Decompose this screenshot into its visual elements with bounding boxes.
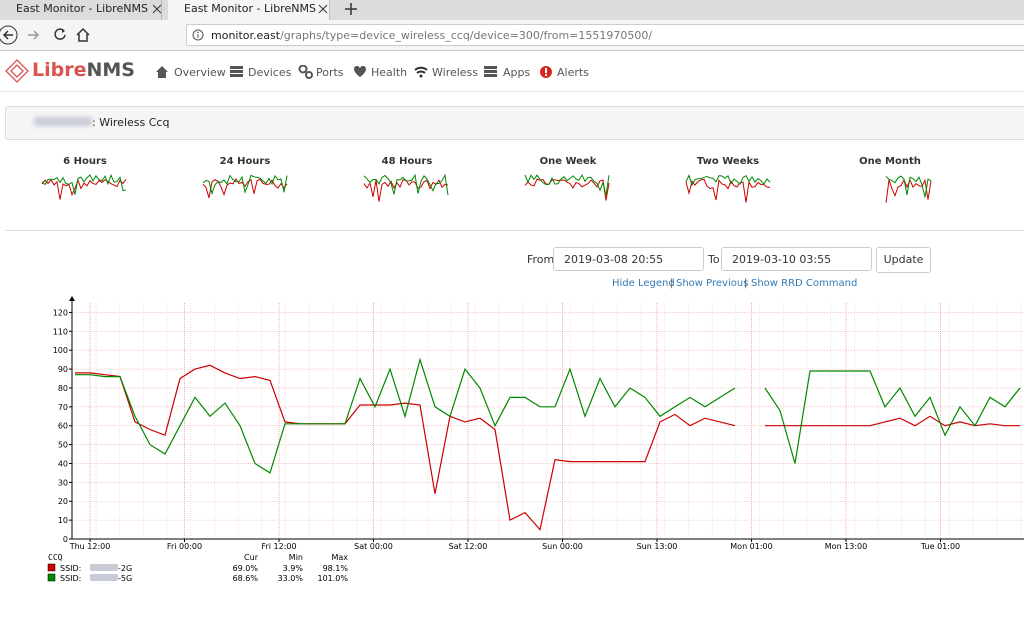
thumbnail-line xyxy=(203,179,287,198)
link[interactable]: Hide Legend xyxy=(612,278,675,289)
to-input[interactable]: 2019-03-10 03:55 xyxy=(721,247,872,271)
legend-stat: 3.9% xyxy=(283,564,304,573)
thumbnail-line xyxy=(886,176,931,197)
brand-right: NMS xyxy=(86,59,135,81)
link[interactable]: Show RRD Command xyxy=(751,278,857,289)
legend-column: Min xyxy=(289,553,303,562)
legend-column: Max xyxy=(331,553,348,562)
x-tick-label: Fri 00:00 xyxy=(167,542,202,551)
y-tick-label: 110 xyxy=(53,327,68,336)
nav-buttons[interactable] xyxy=(0,24,100,46)
y-tick-label: 30 xyxy=(58,478,68,487)
period-label[interactable]: One Month xyxy=(830,156,950,167)
legend-column: Cur xyxy=(244,553,259,562)
tab-close[interactable] xyxy=(318,4,328,14)
nav-item[interactable]: Ports xyxy=(316,66,344,79)
legend-stat: 33.0% xyxy=(278,574,304,583)
url-host: monitor.east xyxy=(211,29,280,42)
y-tick-label: 0 xyxy=(63,535,68,544)
x-tick-label: Sat 00:00 xyxy=(354,542,393,551)
update-button[interactable]: Update xyxy=(876,247,931,273)
thumbnails xyxy=(0,168,1024,212)
nav-item[interactable]: Health xyxy=(371,66,407,79)
x-tick-label: Thu 12:00 xyxy=(69,542,111,551)
brand-left: Libre xyxy=(32,59,86,81)
legend-suffix: -5G xyxy=(118,574,132,583)
y-tick-label: 50 xyxy=(58,441,68,450)
url-path: /graphs/type=device_wireless_ccq/device=… xyxy=(280,29,652,42)
y-tick-label: 120 xyxy=(53,308,68,317)
y-tick-label: 60 xyxy=(58,422,68,431)
legend-stat: 98.1% xyxy=(323,564,349,573)
legend-swatch xyxy=(48,564,55,571)
period-label[interactable]: One Week xyxy=(508,156,628,167)
nav-item[interactable]: Devices xyxy=(248,66,291,79)
nav-item[interactable]: Overview xyxy=(174,66,226,79)
y-tick-label: 20 xyxy=(58,497,68,506)
ccq-graph: 0 10 20 30 40 50 60 70 80 90 100 110 120 Thu 12:00 Fri… xyxy=(0,295,1024,595)
panel-title: : Wireless Ccq xyxy=(92,116,169,129)
x-tick-label: Sat 12:00 xyxy=(449,542,488,551)
tab[interactable]: East Monitor - LibreNMS xyxy=(0,0,162,20)
y-tick-label: 80 xyxy=(58,384,68,393)
link[interactable]: Show Previous xyxy=(676,278,748,289)
legend-suffix: -2G xyxy=(118,564,132,573)
x-tick-label: Mon 13:00 xyxy=(825,542,867,551)
legend-stat: 69.0% xyxy=(233,564,259,573)
nav-item[interactable]: Wireless xyxy=(432,66,478,79)
tab[interactable]: East Monitor - LibreNMS xyxy=(168,0,330,20)
y-tick-label: 90 xyxy=(58,365,68,374)
thumbnail-line xyxy=(686,179,770,202)
panel-heading: : Wireless Ccq xyxy=(5,106,1024,140)
legend-stat: 101.0% xyxy=(317,574,348,583)
address-bar[interactable]: monitor.east/graphs/type=device_wireless… xyxy=(186,24,1024,46)
from-label: From xyxy=(527,253,554,266)
x-tick-label: Mon 01:00 xyxy=(730,542,772,551)
info-icon[interactable] xyxy=(192,29,204,41)
period-label[interactable]: Two Weeks xyxy=(668,156,788,167)
legend-name: SSID: xyxy=(60,564,81,573)
legend-stat: 68.6% xyxy=(233,574,259,583)
legend-title: CCQ xyxy=(48,553,63,562)
y-tick-label: 70 xyxy=(58,403,68,412)
link-separator: | xyxy=(670,278,673,289)
tab-close[interactable] xyxy=(152,4,162,14)
logo-icon xyxy=(4,58,30,84)
divider xyxy=(5,230,1024,231)
period-label[interactable]: 6 Hours xyxy=(25,156,145,167)
from-input[interactable]: 2019-03-08 20:55 xyxy=(553,247,704,271)
thumbnail-line xyxy=(525,175,609,196)
x-tick-label: Sun 00:00 xyxy=(542,542,583,551)
period-label[interactable]: 24 Hours xyxy=(185,156,305,167)
y-tick-label: 40 xyxy=(58,459,68,468)
nav-item[interactable]: Apps xyxy=(503,66,530,79)
redacted-ssid xyxy=(90,564,118,571)
x-tick-label: Tue 01:00 xyxy=(920,542,960,551)
y-axis-arrow xyxy=(69,296,75,301)
link-separator: | xyxy=(744,278,747,289)
nav-item[interactable]: Alerts xyxy=(557,66,589,79)
legend-swatch xyxy=(48,574,55,581)
redacted-ssid xyxy=(90,574,118,581)
thumbnail-line xyxy=(525,179,609,200)
to-label: To xyxy=(708,253,720,266)
x-tick-label: Sun 13:00 xyxy=(637,542,678,551)
legend-name: SSID: xyxy=(60,574,81,583)
period-label[interactable]: 48 Hours xyxy=(347,156,467,167)
redacted-host xyxy=(34,117,92,126)
y-tick-label: 100 xyxy=(53,346,68,355)
brand[interactable]: LibreNMS xyxy=(32,59,135,81)
y-tick-label: 10 xyxy=(58,516,68,525)
x-tick-label: Fri 12:00 xyxy=(261,542,296,551)
thumbnail-line xyxy=(364,180,448,202)
new-tab[interactable] xyxy=(344,2,358,16)
